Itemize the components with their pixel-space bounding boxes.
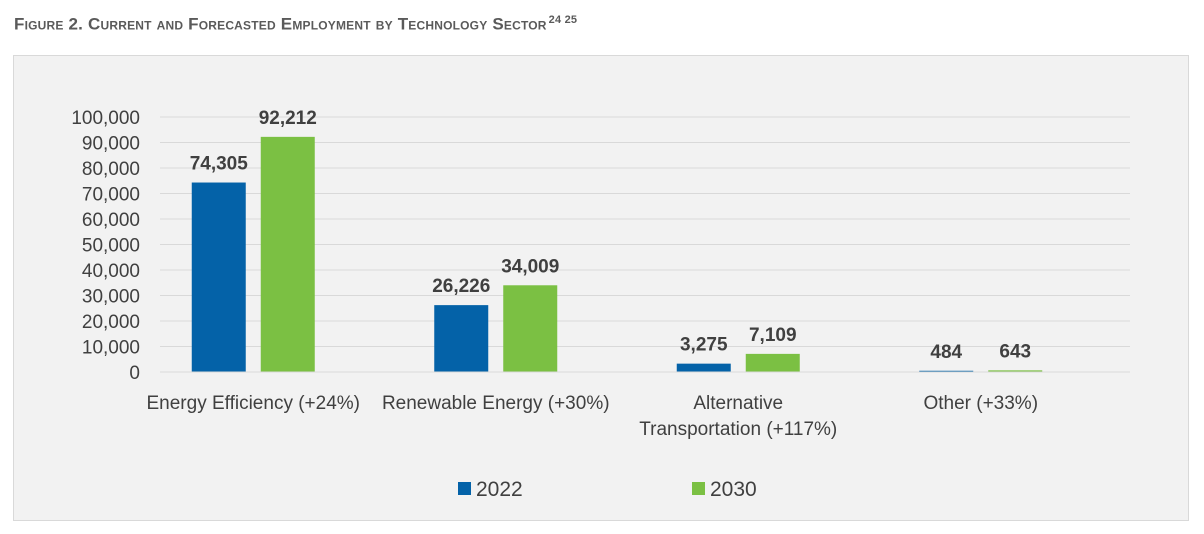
y-tick-label: 70,000 <box>82 185 140 206</box>
bar-2030 <box>260 136 315 372</box>
data-label: 7,109 <box>749 325 797 346</box>
figure-title-text: Figure 2. Current and Forecasted Employm… <box>14 14 547 34</box>
y-tick-label: 50,000 <box>82 236 140 257</box>
bar-2030 <box>503 285 558 372</box>
y-tick-label: 90,000 <box>82 134 140 155</box>
data-label: 74,305 <box>190 154 249 175</box>
y-tick-label: 10,000 <box>82 338 140 359</box>
data-label: 484 <box>930 342 962 363</box>
y-tick-label: 30,000 <box>82 287 140 308</box>
data-label: 3,275 <box>680 335 728 356</box>
figure-footnote-refs: 24 25 <box>548 14 578 26</box>
x-category-label: Transportation (+117%) <box>639 419 837 440</box>
x-category-label: Alternative <box>693 393 783 414</box>
figure-title: Figure 2. Current and Forecasted Employm… <box>14 14 577 35</box>
legend-swatch-2030 <box>692 482 705 495</box>
bar-2022 <box>676 363 731 372</box>
y-tick-label: 100,000 <box>71 108 140 129</box>
data-label: 34,009 <box>501 256 559 277</box>
x-category-label: Renewable Energy (+30%) <box>382 393 610 414</box>
y-tick-label: 20,000 <box>82 312 140 333</box>
data-label: 92,212 <box>259 108 317 129</box>
data-label: 643 <box>999 341 1031 362</box>
data-label: 26,226 <box>432 276 490 297</box>
y-tick-label: 40,000 <box>82 261 140 282</box>
bar-2022 <box>434 305 489 372</box>
bar-2030 <box>745 353 800 372</box>
y-tick-label: 80,000 <box>82 159 140 180</box>
y-tick-label: 60,000 <box>82 210 140 231</box>
legend-label: 2030 <box>710 478 757 501</box>
legend-label: 2022 <box>476 478 523 501</box>
legend-swatch-2022 <box>458 482 471 495</box>
bar-2022 <box>919 370 974 372</box>
y-tick-label: 0 <box>129 363 140 384</box>
x-category-label: Other (+33%) <box>923 393 1038 414</box>
x-category-label: Energy Efficiency (+24%) <box>147 393 361 414</box>
bar-2030 <box>988 370 1043 372</box>
bar-2022 <box>191 182 246 372</box>
